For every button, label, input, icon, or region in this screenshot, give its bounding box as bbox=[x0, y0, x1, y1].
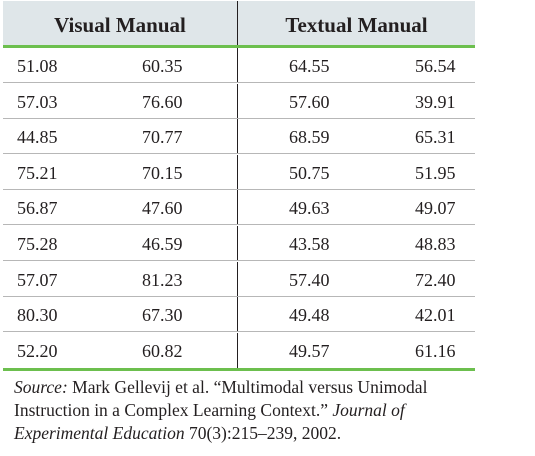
column-divider bbox=[237, 226, 238, 261]
table-row: 52.20 60.82 49.57 61.16 bbox=[3, 332, 475, 368]
table-cell: 60.35 bbox=[142, 56, 183, 76]
table-row: 51.08 60.35 64.55 56.54 bbox=[3, 48, 475, 83]
header-rule bbox=[3, 45, 475, 48]
source-journal: Journal of Experimental Education bbox=[14, 400, 405, 443]
source-citation: Source: Mark Gellevij et al. “Multimodal… bbox=[14, 376, 484, 445]
table-cell: 49.07 bbox=[415, 198, 456, 219]
table-cell: 51.95 bbox=[415, 162, 456, 183]
table-cell: 76.60 bbox=[142, 91, 183, 112]
table-cell: 48.83 bbox=[415, 234, 456, 254]
table-cell: 39.91 bbox=[415, 91, 456, 112]
column-divider bbox=[237, 119, 238, 155]
table-cell: 49.48 bbox=[289, 305, 330, 326]
table-cell: 52.20 bbox=[17, 340, 58, 361]
table-row: 75.28 46.59 43.58 48.83 bbox=[3, 226, 475, 261]
column-divider bbox=[237, 261, 238, 297]
table-cell: 81.23 bbox=[142, 269, 183, 290]
table-cell: 65.31 bbox=[415, 127, 456, 148]
table-cell: 49.63 bbox=[289, 198, 330, 219]
column-divider bbox=[237, 297, 238, 333]
footer-rule bbox=[3, 368, 475, 371]
table-row: 56.87 47.60 49.63 49.07 bbox=[3, 190, 475, 226]
table-cell: 51.08 bbox=[17, 56, 58, 76]
table-cell: 44.85 bbox=[17, 127, 58, 148]
column-divider bbox=[237, 190, 238, 226]
table-row: 75.21 70.15 50.75 51.95 bbox=[3, 154, 475, 190]
table-cell: 72.40 bbox=[415, 269, 456, 290]
source-text-1: Mark Gellevij et al. “Multimodal versus … bbox=[14, 377, 428, 420]
table-cell: 57.40 bbox=[289, 269, 330, 290]
row-divider bbox=[3, 260, 475, 261]
column-divider bbox=[237, 1, 238, 45]
source-label: Source: bbox=[14, 377, 68, 397]
table-row: 80.30 67.30 49.48 42.01 bbox=[3, 297, 475, 333]
column-divider bbox=[237, 48, 238, 83]
table-row: 57.07 81.23 57.40 72.40 bbox=[3, 261, 475, 297]
table-cell: 47.60 bbox=[142, 198, 183, 219]
table-cell: 42.01 bbox=[415, 305, 456, 326]
row-divider bbox=[3, 295, 475, 297]
row-divider bbox=[3, 331, 475, 333]
source-text-2: 70(3):215–239, 2002. bbox=[184, 423, 342, 443]
table-cell: 64.55 bbox=[289, 56, 330, 76]
table-cell: 80.30 bbox=[17, 305, 58, 326]
header-visual-manual: Visual Manual bbox=[54, 13, 186, 37]
row-divider bbox=[3, 82, 475, 83]
table-cell: 70.15 bbox=[142, 162, 183, 183]
table-cell: 46.59 bbox=[142, 234, 183, 254]
column-divider bbox=[237, 154, 238, 190]
row-divider bbox=[3, 224, 475, 226]
column-divider bbox=[237, 332, 238, 368]
table-row: 57.03 76.60 57.60 39.91 bbox=[3, 83, 475, 119]
table-cell: 50.75 bbox=[289, 162, 330, 183]
header-textual-manual: Textual Manual bbox=[285, 13, 428, 37]
table-row: 44.85 70.77 68.59 65.31 bbox=[3, 119, 475, 155]
table-cell: 56.54 bbox=[415, 56, 456, 76]
table-header: Visual Manual Textual Manual bbox=[3, 1, 475, 45]
table-cell: 75.28 bbox=[17, 234, 58, 254]
table-cell: 57.07 bbox=[17, 269, 58, 290]
row-divider bbox=[3, 153, 475, 155]
row-divider bbox=[3, 188, 475, 190]
table-cell: 57.03 bbox=[17, 91, 58, 112]
column-divider bbox=[237, 83, 238, 119]
table-cell: 70.77 bbox=[142, 127, 183, 148]
table-cell: 57.60 bbox=[289, 91, 330, 112]
table-cell: 61.16 bbox=[415, 340, 456, 361]
table-cell: 60.82 bbox=[142, 340, 183, 361]
row-divider bbox=[3, 117, 475, 119]
table-cell: 56.87 bbox=[17, 198, 58, 219]
table-cell: 43.58 bbox=[289, 234, 330, 254]
table-cell: 67.30 bbox=[142, 305, 183, 326]
table-cell: 49.57 bbox=[289, 340, 330, 361]
table-cell: 75.21 bbox=[17, 162, 58, 183]
table-cell: 68.59 bbox=[289, 127, 330, 148]
